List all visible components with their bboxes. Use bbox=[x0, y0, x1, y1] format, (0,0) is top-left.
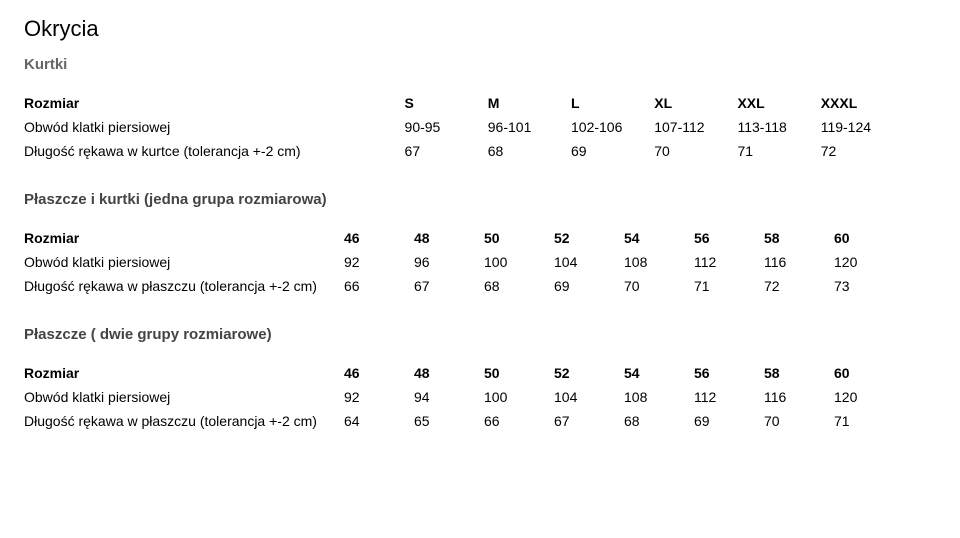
cell: 108 bbox=[624, 250, 694, 274]
table-row: Długość rękawa w płaszczu (tolerancja +-… bbox=[24, 409, 904, 433]
cell: 116 bbox=[764, 250, 834, 274]
cell: 67 bbox=[405, 139, 488, 163]
size-col: 56 bbox=[694, 226, 764, 250]
size-col: 46 bbox=[344, 361, 414, 385]
cell: 73 bbox=[834, 274, 904, 298]
cell: 71 bbox=[834, 409, 904, 433]
size-col: 50 bbox=[484, 361, 554, 385]
cell: 68 bbox=[624, 409, 694, 433]
cell: 104 bbox=[554, 250, 624, 274]
section-heading: Płaszcze i kurtki (jedna grupa rozmiarow… bbox=[24, 191, 936, 208]
cell: 72 bbox=[764, 274, 834, 298]
cell: 69 bbox=[554, 274, 624, 298]
row-label: Obwód klatki piersiowej bbox=[24, 385, 344, 409]
cell: 120 bbox=[834, 250, 904, 274]
size-col: XXXL bbox=[821, 91, 904, 115]
size-table-kurtki: Rozmiar S M L XL XXL XXXL Obwód klatki p… bbox=[24, 91, 904, 163]
cell: 66 bbox=[344, 274, 414, 298]
cell: 96 bbox=[414, 250, 484, 274]
cell: 72 bbox=[821, 139, 904, 163]
cell: 66 bbox=[484, 409, 554, 433]
cell: 68 bbox=[488, 139, 571, 163]
size-col: 48 bbox=[414, 361, 484, 385]
cell: 92 bbox=[344, 250, 414, 274]
size-col: 52 bbox=[554, 226, 624, 250]
size-col: 58 bbox=[764, 361, 834, 385]
page-title: Okrycia bbox=[24, 16, 936, 42]
cell: 107-112 bbox=[654, 115, 737, 139]
cell: 70 bbox=[764, 409, 834, 433]
table-row: Długość rękawa w kurtce (tolerancja +-2 … bbox=[24, 139, 904, 163]
size-col: L bbox=[571, 91, 654, 115]
cell: 119-124 bbox=[821, 115, 904, 139]
table-header-row: Rozmiar S M L XL XXL XXXL bbox=[24, 91, 904, 115]
cell: 94 bbox=[414, 385, 484, 409]
size-col: XL bbox=[654, 91, 737, 115]
size-col: XXL bbox=[737, 91, 820, 115]
table-header-row: Rozmiar 46 48 50 52 54 56 58 60 bbox=[24, 361, 904, 385]
table-row: Długość rękawa w płaszczu (tolerancja +-… bbox=[24, 274, 904, 298]
section-heading: Płaszcze ( dwie grupy rozmiarowe) bbox=[24, 326, 936, 343]
cell: 120 bbox=[834, 385, 904, 409]
row-label: Długość rękawa w płaszczu (tolerancja +-… bbox=[24, 274, 344, 298]
cell: 92 bbox=[344, 385, 414, 409]
size-col: 58 bbox=[764, 226, 834, 250]
cell: 90-95 bbox=[405, 115, 488, 139]
header-label: Rozmiar bbox=[24, 91, 405, 115]
cell: 70 bbox=[624, 274, 694, 298]
row-label: Długość rękawa w płaszczu (tolerancja +-… bbox=[24, 409, 344, 433]
size-col: 56 bbox=[694, 361, 764, 385]
cell: 102-106 bbox=[571, 115, 654, 139]
row-label: Obwód klatki piersiowej bbox=[24, 115, 405, 139]
cell: 112 bbox=[694, 250, 764, 274]
size-col: 50 bbox=[484, 226, 554, 250]
size-col: 46 bbox=[344, 226, 414, 250]
cell: 71 bbox=[694, 274, 764, 298]
cell: 64 bbox=[344, 409, 414, 433]
size-col: 52 bbox=[554, 361, 624, 385]
cell: 113-118 bbox=[737, 115, 820, 139]
cell: 65 bbox=[414, 409, 484, 433]
table-row: Obwód klatki piersiowej 92 94 100 104 10… bbox=[24, 385, 904, 409]
size-col: M bbox=[488, 91, 571, 115]
cell: 100 bbox=[484, 385, 554, 409]
size-col: 54 bbox=[624, 361, 694, 385]
table-row: Obwód klatki piersiowej 92 96 100 104 10… bbox=[24, 250, 904, 274]
size-col: 54 bbox=[624, 226, 694, 250]
size-col: 48 bbox=[414, 226, 484, 250]
cell: 96-101 bbox=[488, 115, 571, 139]
cell: 69 bbox=[571, 139, 654, 163]
size-col: S bbox=[405, 91, 488, 115]
table-row: Obwód klatki piersiowej 90-95 96-101 102… bbox=[24, 115, 904, 139]
cell: 108 bbox=[624, 385, 694, 409]
cell: 71 bbox=[737, 139, 820, 163]
cell: 104 bbox=[554, 385, 624, 409]
cell: 67 bbox=[414, 274, 484, 298]
header-label: Rozmiar bbox=[24, 226, 344, 250]
table-header-row: Rozmiar 46 48 50 52 54 56 58 60 bbox=[24, 226, 904, 250]
row-label: Obwód klatki piersiowej bbox=[24, 250, 344, 274]
cell: 112 bbox=[694, 385, 764, 409]
row-label: Długość rękawa w kurtce (tolerancja +-2 … bbox=[24, 139, 405, 163]
cell: 100 bbox=[484, 250, 554, 274]
cell: 68 bbox=[484, 274, 554, 298]
size-col: 60 bbox=[834, 361, 904, 385]
cell: 69 bbox=[694, 409, 764, 433]
header-label: Rozmiar bbox=[24, 361, 344, 385]
size-col: 60 bbox=[834, 226, 904, 250]
cell: 67 bbox=[554, 409, 624, 433]
size-table-plaszcze-jedna: Rozmiar 46 48 50 52 54 56 58 60 Obwód kl… bbox=[24, 226, 904, 298]
section-subtitle: Kurtki bbox=[24, 56, 936, 73]
cell: 116 bbox=[764, 385, 834, 409]
size-table-plaszcze-dwie: Rozmiar 46 48 50 52 54 56 58 60 Obwód kl… bbox=[24, 361, 904, 433]
cell: 70 bbox=[654, 139, 737, 163]
